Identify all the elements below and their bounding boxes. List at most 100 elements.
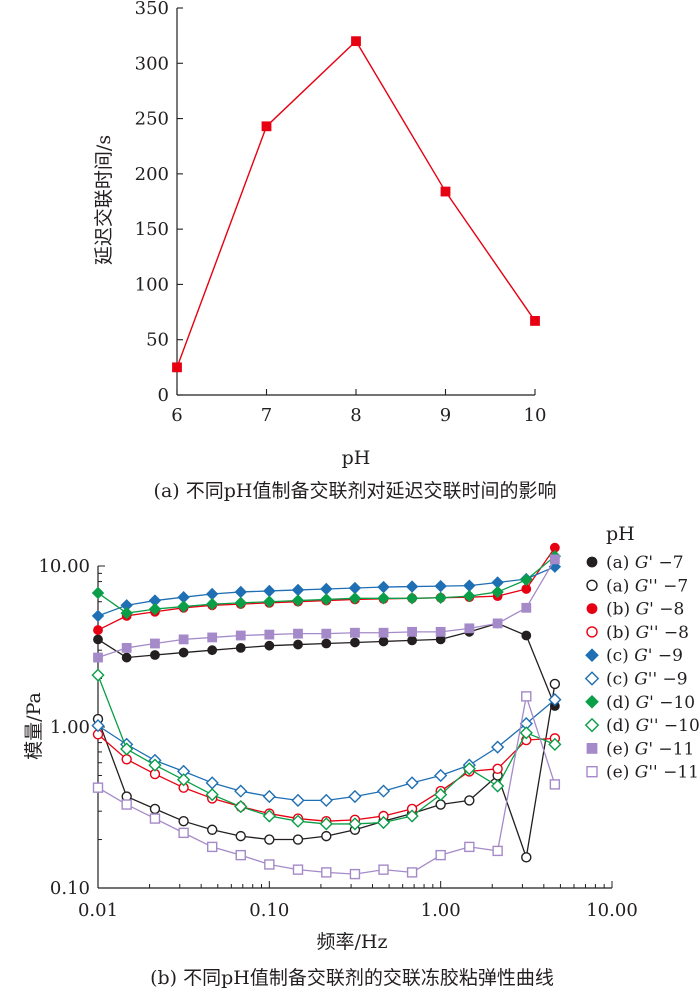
chart-b-data-point — [491, 779, 505, 793]
chart-a-x-tick-label: 6 — [171, 405, 182, 426]
chart-b-data-point — [319, 817, 333, 831]
chart-b-data-point — [377, 580, 390, 594]
chart-b-data-point — [262, 809, 276, 823]
chart-b-data-point — [350, 627, 360, 638]
chart-b-data-point — [291, 793, 305, 808]
chart-b-data-point — [178, 827, 189, 839]
chart-b-data-point — [378, 864, 389, 875]
chart-b-data-point — [207, 645, 218, 656]
chart-b-data-point — [464, 623, 475, 634]
chart-a-y-axis-label: 延迟交联时间/s — [93, 135, 115, 265]
chart-b-data-point — [121, 642, 132, 653]
chart-b-legend-entry: (e) G' −11 — [606, 739, 694, 759]
chart-b-x-tick-label: 1.00 — [421, 900, 461, 921]
chart-a-y-tick-label: 200 — [135, 164, 169, 185]
chart-b-data-point — [519, 726, 533, 740]
chart-b-y-tick-label: 10.00 — [38, 556, 90, 577]
chart-b-data-point — [292, 864, 304, 875]
chart-b-data-point — [91, 668, 105, 682]
chart-b-data-point — [235, 630, 246, 641]
chart-b-series-line — [97, 733, 555, 822]
chart-b-data-point — [234, 800, 248, 814]
chart-b-x-tick-label: 10.00 — [586, 900, 638, 921]
chart-b-data-point — [263, 595, 276, 608]
chart-b-data-point — [435, 849, 446, 861]
chart-b-data-point — [149, 803, 161, 815]
chart-b-data-point — [148, 758, 162, 772]
chart-a-y-tick-label: 300 — [135, 53, 169, 74]
chart-b-data-point — [321, 628, 332, 639]
chart-b-data-point — [405, 776, 419, 790]
chart-b-data-point — [376, 784, 391, 798]
chart-b-data-point — [548, 737, 562, 751]
chart-b-data-point — [234, 585, 247, 599]
chart-b-data-point — [291, 814, 305, 828]
chart-b-data-point — [293, 639, 303, 650]
chart-a-y-tick-label: 0 — [158, 385, 169, 406]
chart-a-x-tick-label: 8 — [350, 405, 361, 426]
chart-b-axes — [97, 566, 612, 889]
chart-b-data-point — [463, 579, 476, 592]
chart-b-data-point — [91, 609, 105, 623]
chart-b-legend-entry: (b) G'' −8 — [606, 623, 689, 643]
chart-b-data-point — [264, 640, 275, 651]
chart-b-data-point — [462, 762, 476, 776]
chart-b-data-point — [549, 779, 561, 790]
chart-b-data-point — [319, 793, 333, 808]
chart-b-data-point — [349, 868, 361, 880]
chart-b-data-point — [205, 776, 219, 790]
chart-b-data-point — [407, 635, 417, 646]
chart-b-data-point — [406, 867, 418, 878]
chart-b-data-point — [320, 582, 333, 596]
chart-b-x-axis-label: 频率/Hz — [317, 931, 388, 953]
chart-b-data-point — [378, 636, 389, 647]
chart-b-legend-title: pH — [606, 523, 635, 545]
chart-b-legend-entry: (c) G' −9 — [606, 646, 683, 666]
chart-b-data-point — [121, 754, 132, 765]
chart-b-data-point — [521, 852, 532, 863]
chart-b-caption: (b) 不同pH值制备交联剂的交联冻胶粘弹性曲线 — [150, 967, 554, 989]
chart-b-data-point — [206, 597, 219, 611]
chart-b-legend-entry: (e) G'' −11 — [606, 763, 699, 783]
chart-b-data-point — [376, 815, 391, 830]
chart-b-data-point — [207, 632, 218, 643]
chart-a-series-line — [176, 40, 536, 368]
chart-b-data-point — [321, 830, 332, 842]
chart-b-data-point — [121, 652, 132, 663]
chart-b-data-point — [206, 824, 218, 835]
chart-b-legend-marker — [586, 766, 598, 778]
chart-a-y-tick-label: 150 — [135, 219, 169, 240]
chart-b-data-point — [521, 691, 532, 702]
chart-b-data-point — [264, 834, 275, 845]
chart-b-data-point — [91, 719, 105, 733]
chart-b-legend-entry: (d) G'' −10 — [606, 716, 700, 736]
chart-b-data-point — [235, 849, 246, 861]
chart-b-legend-entry: (b) G' −8 — [606, 600, 684, 620]
chart-b-data-point — [491, 740, 505, 754]
chart-b-y-tick-label: 1.00 — [50, 717, 90, 738]
chart-a-caption: (a) 不同pH值制备交联剂对延迟交联时间的影响 — [154, 480, 557, 502]
chart-b-data-point — [150, 638, 160, 649]
chart-b-data-point — [492, 845, 503, 857]
chart-b-data-point — [492, 618, 503, 629]
chart-b-data-point — [405, 809, 419, 823]
chart-b-data-point — [549, 678, 561, 690]
chart-b-legend-entry: (a) G' −7 — [606, 553, 684, 573]
chart-b-data-point — [434, 788, 448, 802]
chart-b-x-tick-label: 0.10 — [249, 900, 289, 921]
chart-b-data-point — [405, 580, 419, 593]
chart-a-data-point — [172, 362, 182, 373]
chart-a-marks — [172, 36, 540, 373]
chart-a-y-tick-label: 350 — [135, 0, 169, 19]
chart-b-data-point — [435, 799, 446, 810]
chart-a-x-axis-label: pH — [342, 447, 371, 469]
chart-b-legend-entry: (a) G'' −7 — [606, 576, 688, 596]
chart-b-data-point — [434, 579, 447, 593]
chart-b-data-point — [492, 763, 503, 775]
chart-b-data-point — [234, 784, 248, 798]
chart-b-data-point — [235, 642, 246, 653]
chart-b-legend-marker — [585, 648, 599, 663]
chart-b-data-point — [91, 586, 105, 600]
